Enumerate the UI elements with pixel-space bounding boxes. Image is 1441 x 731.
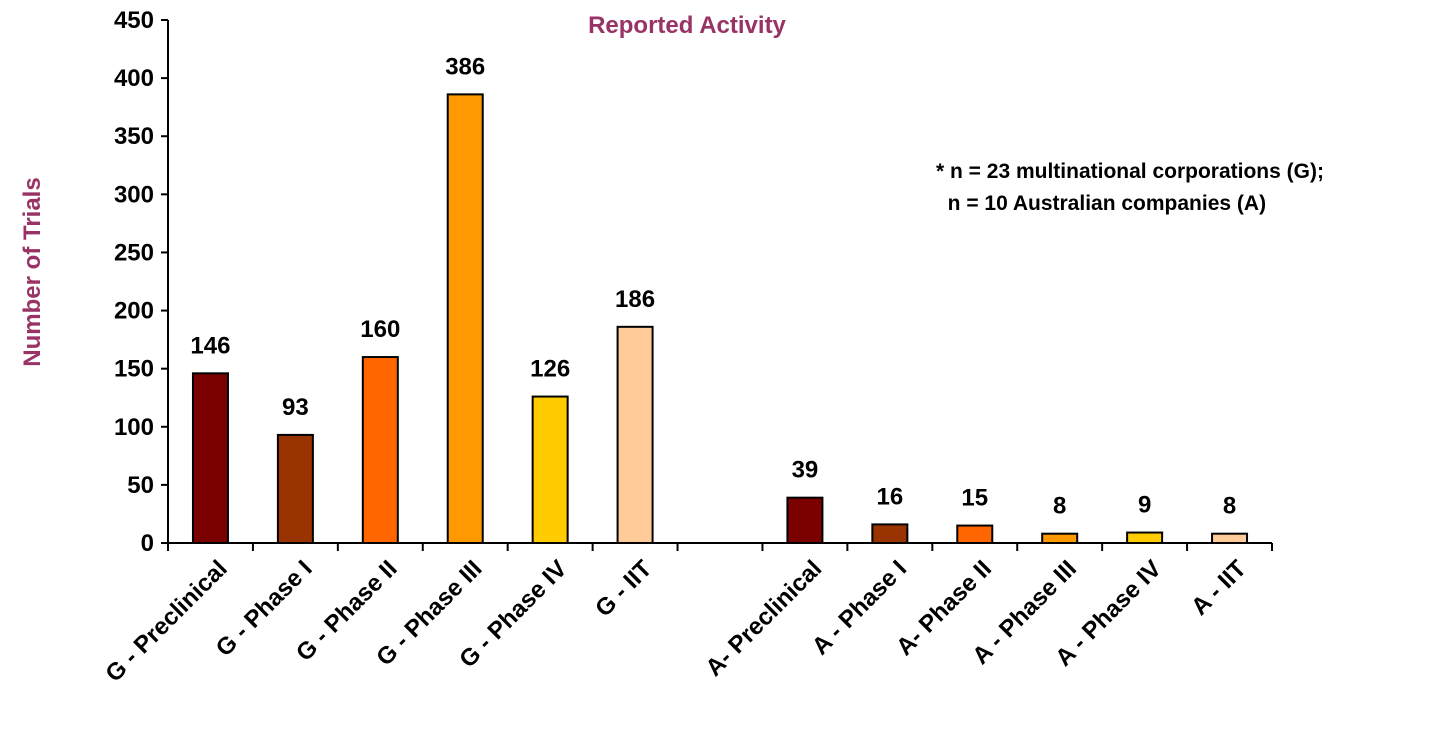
bar-10 (956, 524, 994, 545)
data-label-5: 126 (530, 356, 570, 383)
data-label-3: 160 (360, 316, 400, 343)
data-label-10: 15 (961, 485, 988, 512)
data-label-8: 39 (792, 457, 819, 484)
bar-6 (616, 325, 654, 544)
bar-11 (1041, 532, 1079, 545)
chart-title: Reported Activity (588, 12, 786, 39)
bar-2 (276, 433, 314, 544)
bar-12 (1126, 531, 1164, 544)
bar-8 (786, 496, 824, 545)
y-axis-ticks: 0 50 100 150 200 250 300 350 400 450 (114, 7, 168, 557)
y-tick-label: 400 (114, 65, 154, 92)
y-tick-label: 350 (114, 123, 154, 150)
bar-13 (1211, 532, 1249, 545)
x-tick-label: A - IIT (1186, 555, 1252, 621)
data-label-6: 186 (615, 286, 655, 313)
annotation-line-1: * n = 23 multinational corporations (G); (936, 160, 1324, 183)
annotation-line-2: n = 10 Australian companies (A) (936, 192, 1266, 215)
data-label-4: 386 (445, 53, 485, 80)
x-tick-label: G - IIT (590, 555, 657, 622)
y-axis-label: Number of Trials (19, 177, 46, 366)
bar-1 (191, 372, 229, 544)
data-label-2: 93 (282, 394, 309, 421)
data-label-13: 8 (1223, 493, 1236, 520)
value-labels: 146 93 160 386 126 186 39 16 15 8 9 8 (190, 53, 1236, 519)
data-label-11: 8 (1053, 493, 1066, 520)
x-tick-label: A- Preclinical (701, 555, 828, 682)
y-tick-label: 200 (114, 298, 154, 325)
y-tick-label: 300 (114, 181, 154, 208)
data-label-12: 9 (1138, 492, 1151, 519)
x-tick-label: G - Preclinical (100, 555, 232, 687)
bar-5 (531, 395, 569, 544)
y-tick-label: 450 (114, 7, 154, 34)
bars (191, 93, 1249, 545)
axes (167, 20, 1273, 551)
bar-9 (871, 523, 909, 545)
y-tick-label: 150 (114, 356, 154, 383)
data-label-1: 146 (190, 332, 230, 359)
bar-3 (361, 356, 399, 545)
data-label-9: 16 (876, 483, 903, 510)
y-tick-label: 50 (127, 472, 154, 499)
y-tick-label: 100 (114, 414, 154, 441)
bar-4 (446, 93, 484, 544)
y-tick-label: 250 (114, 239, 154, 266)
y-tick-label: 0 (141, 530, 154, 557)
